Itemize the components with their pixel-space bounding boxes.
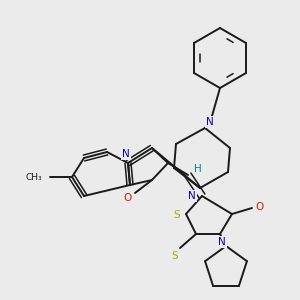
Text: N: N [122,149,130,159]
Text: H: H [194,164,202,174]
Text: N: N [218,237,226,247]
Text: CH₃: CH₃ [26,173,42,182]
Text: N: N [188,191,196,201]
Text: N: N [206,117,214,127]
Text: O: O [256,202,264,212]
Text: S: S [172,251,178,261]
Text: S: S [174,210,180,220]
Text: O: O [123,193,131,203]
